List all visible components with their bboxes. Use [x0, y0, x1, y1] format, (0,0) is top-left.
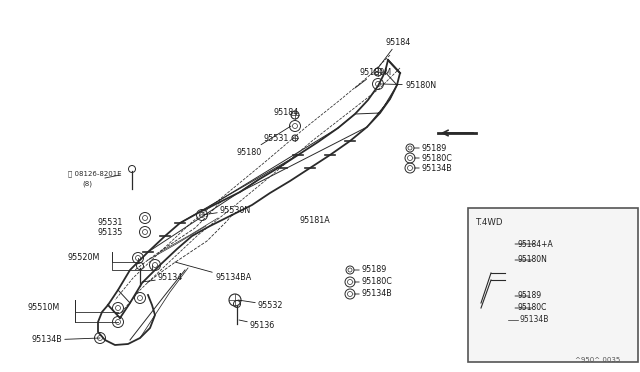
Text: 95134: 95134 — [142, 273, 183, 282]
Text: 95180N: 95180N — [515, 256, 547, 264]
Text: 95189: 95189 — [515, 292, 541, 301]
Text: 95189: 95189 — [414, 144, 447, 153]
Text: 95181A: 95181A — [300, 215, 331, 224]
Text: 95180M: 95180M — [355, 67, 392, 88]
Text: 95134B: 95134B — [519, 315, 548, 324]
Text: 95134B: 95134B — [354, 289, 393, 298]
Text: 95520M: 95520M — [68, 253, 100, 263]
Text: Ⓑ 08126-8201E: Ⓑ 08126-8201E — [68, 170, 122, 177]
Text: 95180C: 95180C — [354, 278, 393, 286]
Text: 95180N: 95180N — [381, 80, 436, 90]
Text: 95136: 95136 — [239, 320, 275, 330]
Text: 95531: 95531 — [98, 218, 124, 227]
Text: T.4WD: T.4WD — [476, 218, 504, 227]
Text: 95530N: 95530N — [202, 205, 252, 215]
Text: 95184: 95184 — [378, 38, 410, 68]
Text: ^950^ 0035: ^950^ 0035 — [575, 357, 620, 363]
Text: 95189: 95189 — [354, 266, 387, 275]
Text: 95180C: 95180C — [515, 304, 547, 312]
Text: 95180C: 95180C — [414, 154, 453, 163]
Text: 95134B: 95134B — [414, 164, 452, 173]
Text: (8): (8) — [82, 180, 92, 186]
Text: 95184+A: 95184+A — [515, 240, 553, 248]
Text: 95134B: 95134B — [31, 336, 100, 344]
Text: 95135: 95135 — [98, 228, 124, 237]
Bar — [468, 208, 638, 362]
Text: 95531: 95531 — [264, 134, 289, 142]
Text: 95180: 95180 — [237, 126, 291, 157]
Text: 95532: 95532 — [238, 300, 284, 310]
Text: 95134BA: 95134BA — [175, 262, 252, 282]
Text: 95510M: 95510M — [28, 304, 60, 312]
Text: 95184: 95184 — [274, 108, 300, 116]
